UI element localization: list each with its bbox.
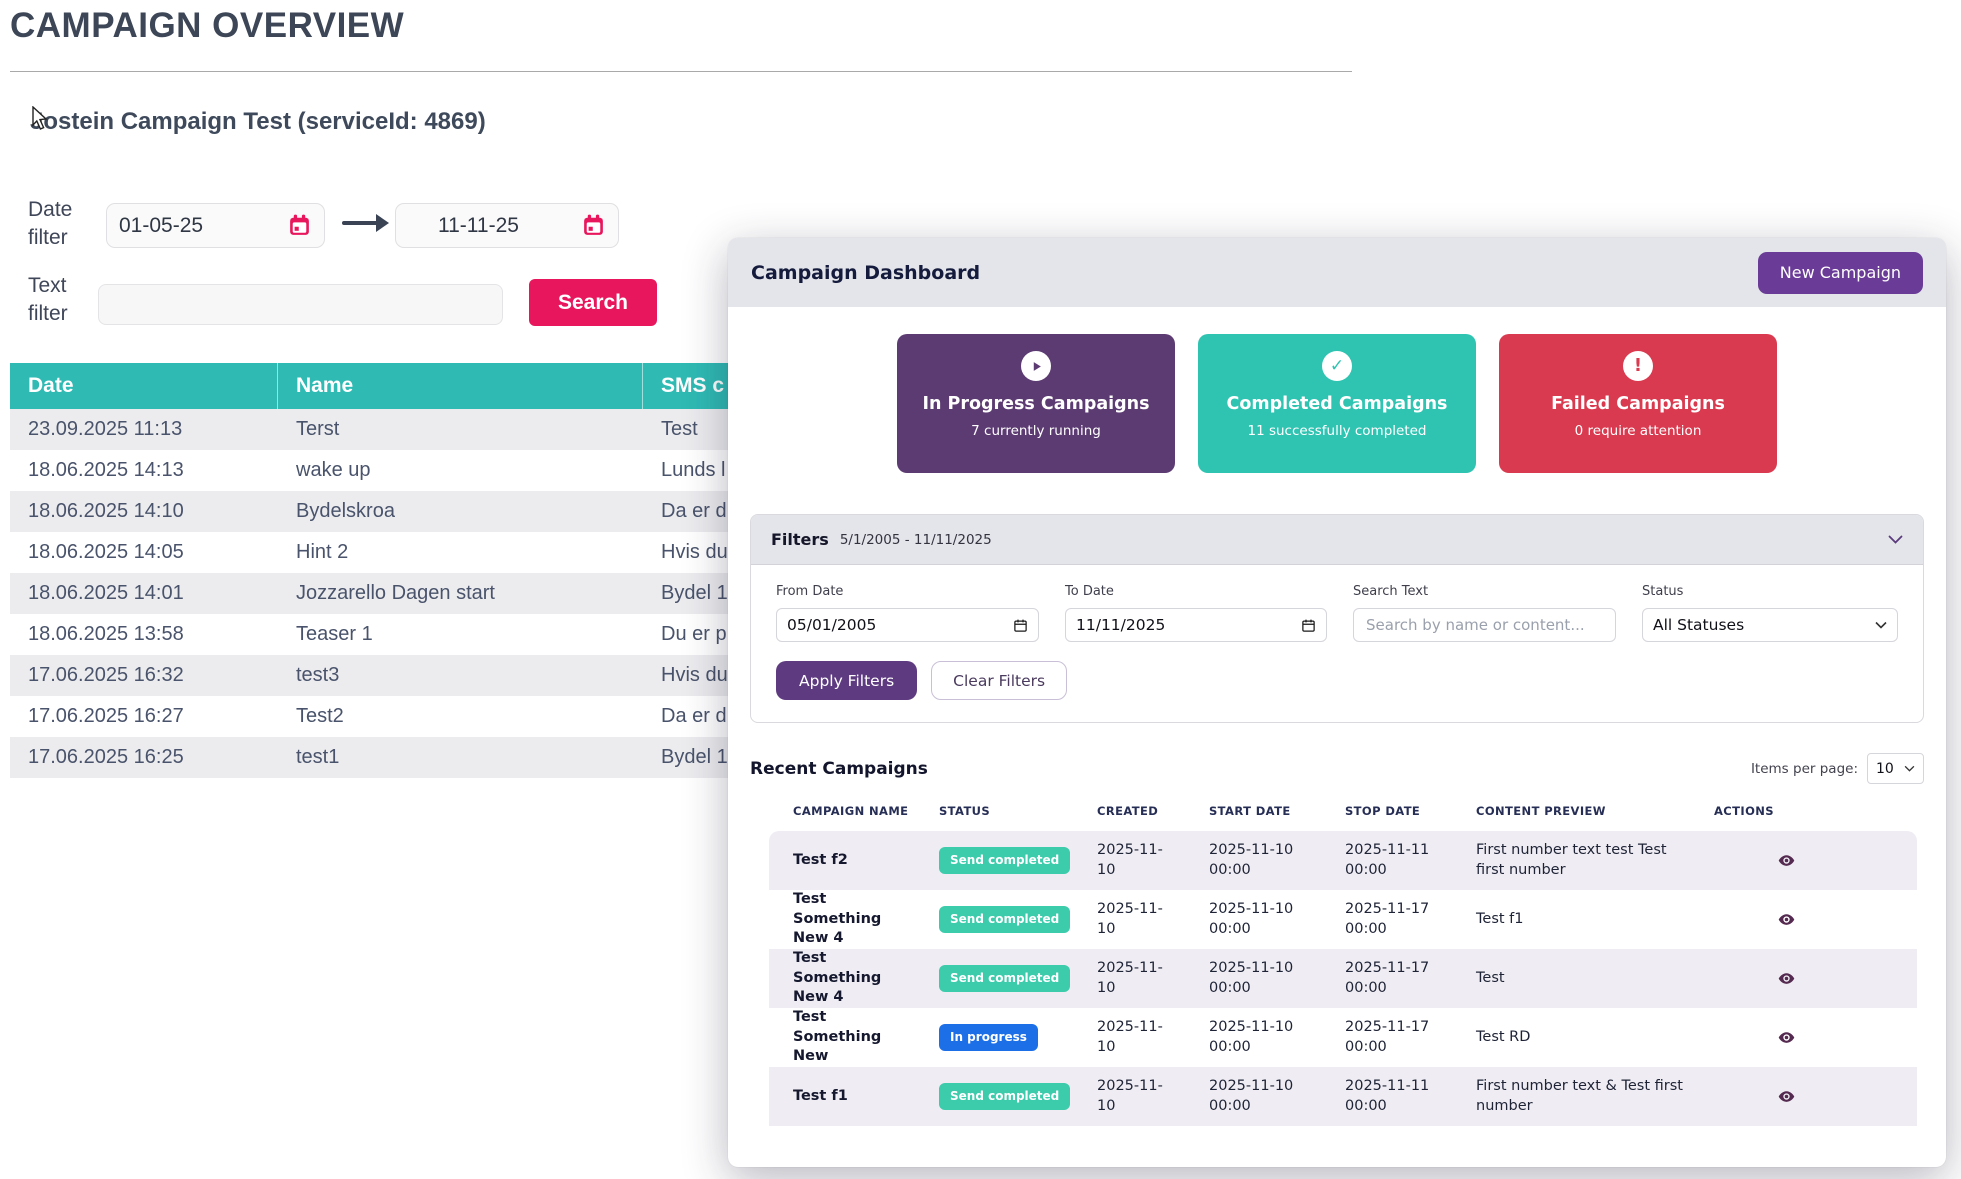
status-select[interactable]: All Statuses [1642, 608, 1898, 642]
column-header-sms[interactable]: SMS c [661, 374, 725, 397]
chevron-down-icon[interactable] [1888, 535, 1903, 545]
table-row[interactable]: 18.06.2025 14:13 wake up Lunds l [28, 459, 726, 481]
campaign-list-table: Date Name SMS c 23.09.2025 11:13 Terst T… [10, 363, 728, 778]
eye-icon [1778, 973, 1795, 984]
view-campaign-button[interactable] [1778, 970, 1795, 987]
column-header-created: CREATED [1097, 804, 1159, 818]
calendar-icon[interactable] [581, 213, 606, 238]
items-per-page-select[interactable]: 10 [1867, 753, 1924, 784]
completed-campaigns-card[interactable]: ✓ Completed Campaigns 11 successfully co… [1198, 334, 1476, 473]
recent-campaigns-title: Recent Campaigns [750, 758, 928, 779]
campaign-row[interactable]: Test Something New 4 Send completed 2025… [769, 949, 1917, 1008]
modal-title: Campaign Dashboard [751, 261, 981, 284]
items-per-page-label: Items per page: [1750, 760, 1858, 777]
filters-panel-body: From Date 05/01/2005 To Date 11/11/2025 [751, 565, 1923, 722]
status-badge: Send completed [939, 847, 1071, 874]
search-text-input[interactable] [1364, 615, 1605, 635]
search-text-field[interactable] [1353, 608, 1616, 642]
table-row[interactable]: 18.06.2025 13:58 Teaser 1 Du er p [28, 623, 727, 645]
table-row[interactable]: 18.06.2025 14:01 Jozzarello Dagen start … [10, 573, 728, 614]
table-row[interactable]: 23.09.2025 11:13 Terst Test [10, 409, 728, 450]
view-campaign-button[interactable] [1778, 1029, 1795, 1046]
mouse-cursor-icon [32, 106, 48, 130]
view-campaign-button[interactable] [1778, 1088, 1795, 1105]
table-row[interactable]: 17.06.2025 16:25 test1 Bydel 1 [10, 737, 728, 778]
status-badge: Send completed [939, 1083, 1071, 1110]
failed-campaigns-card[interactable]: ! Failed Campaigns 0 require attention [1499, 334, 1777, 473]
status-badge: Send completed [939, 965, 1071, 992]
filters-panel-header[interactable]: Filters 5/1/2005 - 11/11/2025 [751, 515, 1923, 565]
search-text-label: Search Text [1353, 584, 1429, 599]
campaign-row[interactable]: Test Something New In progress 2025-11-1… [769, 1008, 1917, 1067]
filters-date-range: 5/1/2005 - 11/11/2025 [839, 531, 992, 548]
campaign-subtitle: Jostein Campaign Test (serviceId: 4869) [30, 108, 486, 135]
to-date-label: To Date [1065, 584, 1114, 599]
eye-icon [1778, 855, 1795, 866]
from-date-label: From Date [776, 584, 844, 599]
date-to-input[interactable]: 11-11-25 [395, 203, 619, 248]
column-header-name[interactable]: Name [278, 363, 643, 409]
column-header-campaign-name: CAMPAIGN NAME [793, 804, 909, 818]
table-row[interactable]: 18.06.2025 14:05 Hint 2 Hvis du [28, 541, 728, 563]
filters-panel: Filters 5/1/2005 - 11/11/2025 From Date … [750, 514, 1924, 723]
date-from-input[interactable]: 01-05-25 [106, 203, 325, 248]
search-button[interactable]: Search [529, 279, 657, 326]
calendar-icon[interactable] [1013, 618, 1028, 633]
table-row[interactable]: 18.06.2025 14:10 Bydelskroa Da er d [10, 491, 728, 532]
apply-filters-button[interactable]: Apply Filters [776, 661, 918, 700]
new-campaign-button[interactable]: New Campaign [1757, 251, 1923, 294]
campaign-row[interactable]: Test f2 Send completed 2025-11-10 2025-1… [769, 831, 1917, 890]
chevron-down-icon [1875, 621, 1887, 629]
table-row[interactable]: 17.06.2025 16:27 Test2 Da er d [28, 705, 727, 727]
text-filter-input[interactable] [98, 284, 503, 325]
recent-campaigns-table: CAMPAIGN NAME STATUS CREATED START DATE … [769, 804, 1917, 1126]
recent-table-header: CAMPAIGN NAME STATUS CREATED START DATE … [769, 804, 1917, 818]
text-filter-label: Text filter [28, 274, 68, 325]
column-header-start-date: START DATE [1209, 804, 1291, 818]
date-to-value: 11-11-25 [438, 213, 519, 237]
title-divider [10, 71, 1352, 72]
calendar-icon[interactable] [1301, 618, 1316, 633]
chevron-down-icon [1904, 765, 1915, 772]
column-header-content-preview: CONTENT PREVIEW [1476, 804, 1606, 818]
date-range-arrow-icon [342, 212, 390, 234]
status-badge: Send completed [939, 906, 1071, 933]
clear-filters-button[interactable]: Clear Filters [931, 661, 1068, 700]
campaign-row[interactable]: Test f1 Send completed 2025-11-10 2025-1… [769, 1067, 1917, 1126]
to-date-input[interactable]: 11/11/2025 [1065, 608, 1327, 642]
eye-icon [1778, 1032, 1795, 1043]
page-title: CAMPAIGN OVERVIEW [10, 6, 405, 45]
modal-header: Campaign Dashboard New Campaign [728, 238, 1946, 307]
exclamation-icon: ! [1623, 351, 1653, 381]
campaign-dashboard-modal: Campaign Dashboard New Campaign In Progr… [728, 238, 1946, 1167]
filters-title: Filters [771, 530, 829, 549]
date-from-value: 01-05-25 [119, 213, 204, 237]
calendar-icon[interactable] [287, 213, 312, 238]
eye-icon [1778, 1091, 1795, 1102]
table-row[interactable]: 17.06.2025 16:32 test3 Hvis du [10, 655, 728, 696]
campaign-row[interactable]: Test Something New 4 Send completed 2025… [769, 890, 1917, 949]
eye-icon [1778, 914, 1795, 925]
check-icon: ✓ [1322, 351, 1352, 381]
stats-row: In Progress Campaigns 7 currently runnin… [728, 334, 1946, 473]
column-header-date[interactable]: Date [10, 363, 278, 409]
view-campaign-button[interactable] [1778, 852, 1795, 869]
column-header-stop-date: STOP DATE [1345, 804, 1421, 818]
table-header-row: Date Name SMS c [10, 363, 728, 409]
date-filter-label: Date filter [28, 198, 73, 249]
view-campaign-button[interactable] [1778, 911, 1795, 928]
column-header-actions: ACTIONS [1714, 804, 1774, 818]
from-date-input[interactable]: 05/01/2005 [776, 608, 1039, 642]
status-label: Status [1642, 584, 1684, 599]
status-badge: In progress [939, 1024, 1038, 1051]
column-header-status: STATUS [939, 804, 991, 818]
play-icon [1021, 351, 1051, 381]
in-progress-campaigns-card[interactable]: In Progress Campaigns 7 currently runnin… [897, 334, 1175, 473]
